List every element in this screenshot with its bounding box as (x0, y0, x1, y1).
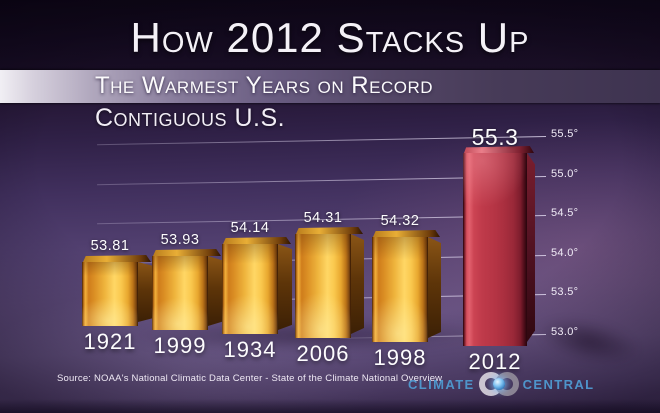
bar-value-label: 54.32 (380, 213, 420, 229)
bottom-shade (0, 399, 660, 413)
axis-tick-label: 55.5° (551, 128, 579, 140)
axis-tick-label: 55.0° (551, 167, 579, 180)
bar-side-face (527, 153, 535, 342)
bar-value-label: 53.93 (160, 232, 200, 248)
bar-side-face (351, 234, 364, 334)
axis-tick-label: 54.5° (551, 207, 579, 220)
bar-value-label: 53.81 (90, 238, 130, 254)
bar-year-label: 1998 (373, 345, 427, 370)
bar-front-face (295, 234, 351, 338)
bar-top-face (296, 227, 363, 234)
subtitle-band: The Warmest Years on Record (0, 70, 660, 103)
bar-side-face (428, 237, 441, 338)
bar-top-face (153, 249, 221, 256)
bar-year-label: 2012 (468, 349, 522, 374)
bar-front-face (372, 237, 428, 342)
bar-1999 (152, 249, 222, 330)
header-shade (0, 0, 660, 70)
infinity-rings-icon (478, 371, 519, 397)
logo-word-central: CENTRAL (522, 376, 595, 392)
bar-year-label: 1934 (223, 337, 277, 362)
bar-side-face (278, 244, 292, 330)
bar-1921 (82, 255, 152, 326)
bar-year-label: 2006 (296, 341, 350, 366)
bar-year-label: 1921 (83, 329, 137, 354)
bar-side-face (208, 256, 222, 326)
bar-top-face (464, 146, 534, 153)
subtitle: The Warmest Years on Record (95, 72, 434, 99)
climate-central-logo: CLIMATE CENTRAL (408, 371, 595, 397)
bar-value-label: 54.14 (230, 220, 270, 236)
bar-top-face (83, 255, 151, 262)
bar-2006 (295, 227, 364, 338)
axis-tick-label: 53.0° (551, 326, 579, 338)
axis-tick-label: 54.0° (551, 246, 579, 259)
bar-top-face (223, 237, 291, 244)
bar-front-face (222, 244, 278, 334)
bar-value-label: 55.3 (471, 124, 519, 150)
logo-word-climate: CLIMATE (408, 376, 475, 392)
bar-front-face (463, 153, 527, 346)
bar-side-face (138, 262, 152, 322)
bar-front-face (152, 256, 208, 330)
source-credit: Source: NOAA's National Climatic Data Ce… (57, 373, 443, 384)
axis-tick-label: 53.5° (551, 286, 579, 299)
bar-year-label: 1999 (153, 333, 207, 358)
blue-orb-icon (492, 378, 505, 390)
bar-1934 (222, 237, 292, 334)
page-title: How 2012 Stacks Up (130, 14, 530, 61)
bar-2012 (463, 146, 535, 346)
bar-top-face (373, 230, 440, 237)
region-label: Contiguous U.S. (95, 104, 286, 132)
bar-front-face (82, 262, 138, 326)
bar-value-label: 54.31 (303, 210, 343, 226)
bar-1998 (372, 230, 441, 342)
